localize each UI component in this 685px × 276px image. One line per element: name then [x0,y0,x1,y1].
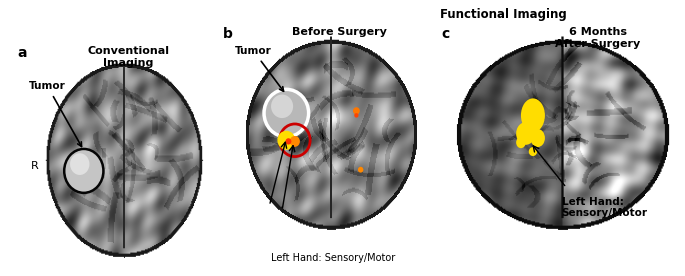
Ellipse shape [529,147,537,156]
Text: Conventional
Imaging: Conventional Imaging [87,46,169,68]
Text: 6 Months
After Surgery: 6 Months After Surgery [555,27,640,49]
Text: b: b [223,27,232,41]
Text: Tumor: Tumor [236,46,284,91]
Circle shape [64,149,103,193]
Circle shape [290,136,300,147]
Circle shape [70,153,90,175]
Text: Before Surgery: Before Surgery [292,27,387,37]
Text: Tumor: Tumor [29,81,82,147]
Text: Left Hand: Sensory/Motor: Left Hand: Sensory/Motor [271,253,395,263]
Ellipse shape [530,129,545,147]
Ellipse shape [521,99,545,132]
Text: Left Hand:
Sensory/Motor: Left Hand: Sensory/Motor [562,197,648,218]
Circle shape [353,107,360,115]
Text: R: R [32,161,39,171]
Circle shape [286,138,291,145]
Text: a: a [17,46,27,60]
Text: c: c [442,27,450,41]
Circle shape [354,113,358,118]
Circle shape [264,89,309,137]
Circle shape [277,131,295,150]
Text: Functional Imaging: Functional Imaging [440,8,567,21]
Ellipse shape [516,122,536,145]
Circle shape [358,167,364,172]
Ellipse shape [516,137,525,148]
Circle shape [271,95,293,118]
